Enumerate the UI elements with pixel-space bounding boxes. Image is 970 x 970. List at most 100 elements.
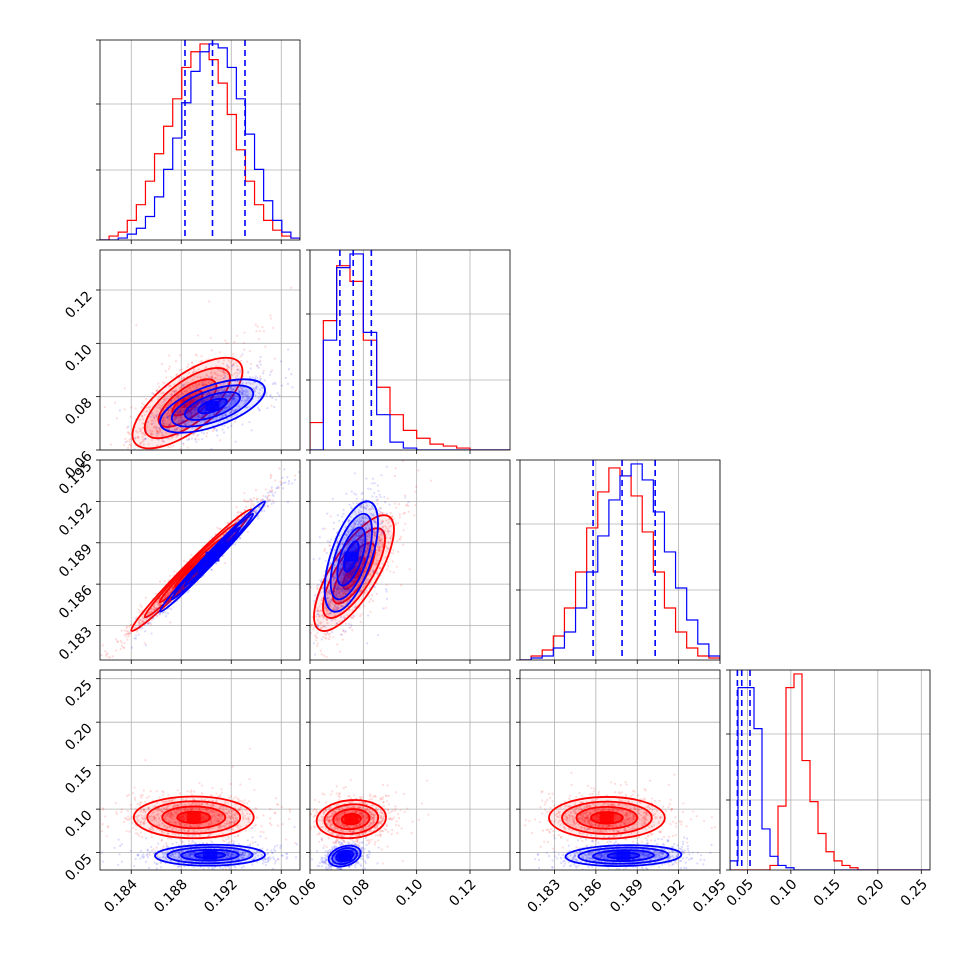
sample-point	[243, 512, 246, 515]
sample-point	[138, 803, 142, 807]
sample-point	[234, 408, 237, 411]
sample-point	[310, 371, 312, 373]
sample-point	[235, 361, 238, 364]
sample-point	[128, 440, 131, 443]
sample-point	[190, 412, 193, 416]
sample-point	[179, 409, 182, 412]
sample-point	[269, 314, 272, 317]
sample-point	[189, 420, 193, 423]
sample-point	[129, 415, 132, 418]
sample-point	[165, 412, 168, 416]
sample-point	[197, 433, 200, 437]
sample-point	[207, 386, 210, 389]
sample-point	[233, 372, 236, 375]
sample-point	[142, 439, 145, 443]
sample-point	[138, 427, 141, 430]
sample-point	[209, 336, 212, 339]
histogram-0-series-a	[100, 43, 300, 240]
sample-point	[246, 397, 249, 400]
sample-point	[146, 421, 150, 424]
sample-point	[230, 410, 233, 413]
sample-point	[243, 341, 246, 345]
sample-point	[103, 815, 107, 818]
sample-point	[150, 836, 153, 839]
sample-point	[203, 376, 206, 379]
sample-point	[223, 371, 227, 375]
sample-point	[126, 458, 128, 460]
density-peak	[205, 401, 220, 411]
sample-point	[248, 396, 251, 399]
sample-point	[215, 429, 219, 432]
sample-point	[257, 396, 260, 400]
sample-point	[201, 452, 203, 454]
sample-point	[155, 389, 158, 393]
sample-point	[171, 435, 175, 439]
sample-point	[180, 390, 183, 394]
sample-point	[268, 494, 271, 497]
sample-point	[179, 386, 183, 389]
sample-point	[184, 423, 187, 427]
sample-point	[206, 398, 209, 401]
sample-point	[183, 386, 187, 389]
sample-point	[162, 400, 166, 403]
sample-point	[128, 433, 131, 436]
sample-point	[227, 394, 230, 397]
sample-point	[247, 393, 250, 396]
sample-point	[133, 437, 137, 440]
sample-point	[220, 788, 223, 791]
sample-point	[181, 384, 184, 387]
sample-point	[176, 412, 180, 415]
sample-point	[127, 473, 129, 475]
sample-point	[237, 368, 240, 371]
sample-point	[173, 397, 176, 400]
sample-point	[222, 370, 225, 374]
sample-point	[145, 427, 148, 430]
sample-point	[188, 413, 191, 416]
sample-point	[134, 832, 138, 835]
sample-point	[217, 395, 220, 399]
sample-point	[231, 363, 234, 367]
sample-point	[215, 428, 218, 431]
sample-point	[156, 444, 159, 447]
sample-point	[266, 496, 269, 499]
sample-point	[145, 615, 149, 618]
sample-point	[134, 407, 137, 410]
sample-point	[269, 395, 272, 398]
sample-point	[269, 491, 272, 494]
sample-point	[191, 378, 194, 381]
sample-point	[259, 395, 262, 398]
sample-point	[229, 361, 232, 364]
sample-point	[229, 782, 232, 786]
sample-point	[271, 382, 275, 386]
sample-point	[219, 369, 222, 372]
sample-point	[104, 650, 107, 653]
sample-point	[164, 385, 167, 388]
sample-point	[170, 384, 173, 388]
sample-point	[276, 803, 280, 806]
sample-point	[274, 479, 277, 482]
sample-point	[120, 629, 123, 632]
grid-3-3	[730, 670, 930, 870]
sample-point	[241, 390, 245, 393]
sample-point	[227, 394, 230, 397]
sample-point	[224, 388, 227, 391]
sample-point	[149, 621, 152, 624]
sample-point	[175, 435, 178, 439]
sample-point	[180, 413, 183, 417]
sample-point	[239, 783, 242, 786]
sample-point	[125, 625, 129, 628]
joint-0-1	[103, 286, 312, 475]
sample-point	[269, 393, 272, 396]
sample-point	[177, 410, 181, 414]
sample-point	[159, 430, 162, 433]
sample-point	[254, 323, 257, 326]
sample-point	[190, 400, 194, 403]
sample-point	[204, 420, 207, 423]
sample-point	[126, 638, 129, 641]
sample-point	[139, 604, 142, 607]
sample-point	[181, 442, 185, 445]
sample-point	[243, 799, 247, 802]
sample-point	[56, 831, 58, 833]
sample-point	[170, 433, 174, 436]
sample-point	[211, 395, 215, 399]
